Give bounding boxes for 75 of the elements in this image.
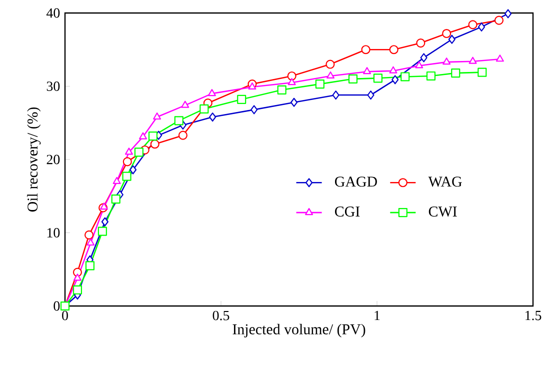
point xyxy=(326,71,335,79)
point xyxy=(181,100,190,108)
x-tick-label: 0.5 xyxy=(212,310,230,320)
point xyxy=(209,112,216,122)
point xyxy=(200,104,209,114)
point xyxy=(468,56,477,64)
point xyxy=(367,90,374,100)
point xyxy=(84,230,94,240)
point xyxy=(389,66,398,74)
point xyxy=(139,132,148,140)
point xyxy=(174,116,184,126)
point xyxy=(85,261,94,270)
point xyxy=(250,105,258,114)
point xyxy=(363,67,372,74)
point xyxy=(332,90,340,100)
point xyxy=(122,157,132,166)
point xyxy=(468,20,478,30)
point xyxy=(420,53,428,62)
point xyxy=(73,274,82,281)
point xyxy=(348,74,358,84)
point xyxy=(442,58,451,65)
point xyxy=(277,85,286,94)
point xyxy=(400,72,410,82)
point xyxy=(124,148,133,155)
point xyxy=(389,45,398,54)
point xyxy=(426,71,436,81)
point xyxy=(315,80,324,89)
point xyxy=(373,74,382,83)
y-tick-label: 30 xyxy=(46,82,60,91)
point xyxy=(112,176,121,184)
point xyxy=(237,94,246,104)
point xyxy=(415,61,424,68)
y-tick-label: 40 xyxy=(46,8,60,18)
point xyxy=(442,28,452,38)
y-tick-label: 20 xyxy=(46,154,60,164)
point xyxy=(290,98,298,107)
x-tick-label: 1 xyxy=(374,310,380,320)
point xyxy=(504,9,512,18)
point xyxy=(101,217,108,226)
x-tick-label: 0 xyxy=(62,310,68,320)
point xyxy=(448,34,456,44)
point xyxy=(129,165,137,174)
point xyxy=(122,172,132,181)
point xyxy=(287,71,296,81)
point xyxy=(326,60,335,69)
y-tick-label: 10 xyxy=(47,228,60,238)
point xyxy=(86,238,95,246)
x-tick-label: 1.5 xyxy=(526,310,542,320)
point xyxy=(478,22,486,32)
point xyxy=(248,82,256,90)
point xyxy=(111,194,120,204)
point xyxy=(208,89,216,96)
point xyxy=(98,226,107,236)
legend-label: CWI xyxy=(428,206,457,217)
point xyxy=(153,112,162,120)
legend-label: CGI xyxy=(334,206,360,217)
legend-label: GAGD xyxy=(334,176,377,187)
point xyxy=(178,130,188,140)
point xyxy=(361,45,370,54)
point xyxy=(148,132,158,141)
point xyxy=(478,68,487,77)
point xyxy=(100,202,108,210)
point xyxy=(451,68,460,78)
point xyxy=(392,75,399,84)
x-axis-title: Injected volume/ (PV) xyxy=(232,324,366,338)
point xyxy=(496,54,504,62)
y-tick-label: 0 xyxy=(54,301,60,311)
point xyxy=(494,16,504,25)
point xyxy=(416,38,426,48)
point xyxy=(134,148,144,157)
point xyxy=(72,285,82,294)
point xyxy=(288,78,296,86)
legend-label: WAG xyxy=(428,176,462,187)
point xyxy=(150,140,160,149)
y-axis-title: Oil recovery/ (%) xyxy=(27,107,41,212)
